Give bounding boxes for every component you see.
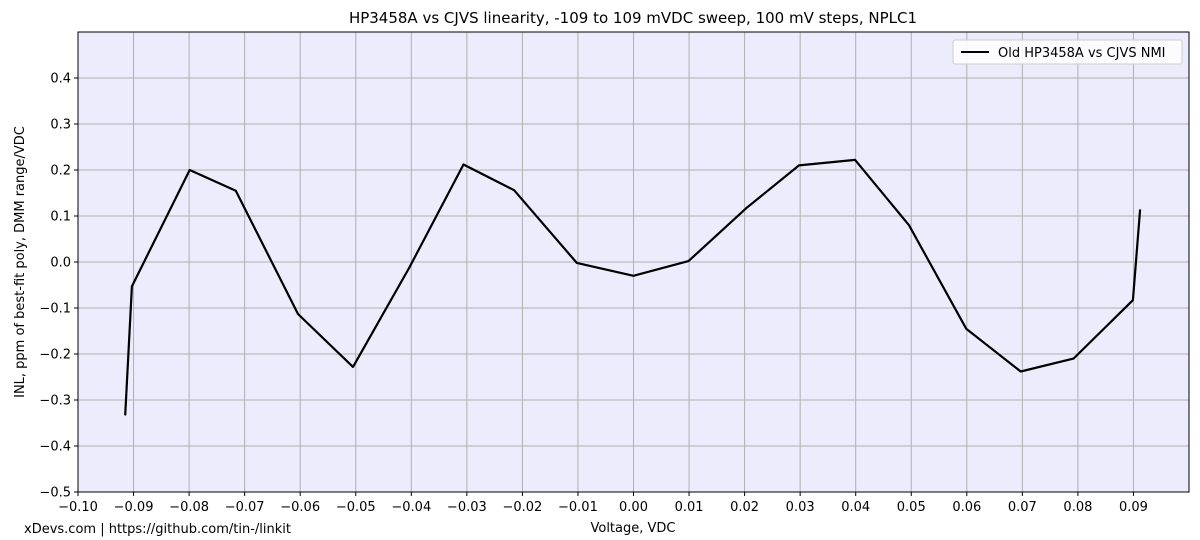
x-axis-label: Voltage, VDC [590, 521, 675, 536]
series-group [124, 158, 1142, 416]
data-point [854, 159, 856, 161]
data-point [576, 262, 578, 264]
x-tick-label: 0.03 [786, 500, 815, 515]
x-tick-label: −0.01 [558, 500, 598, 515]
x-tick-label: −0.05 [336, 500, 376, 515]
data-point [408, 267, 410, 269]
x-tick-label: −0.09 [114, 500, 154, 515]
x-axis-ticks: −0.10 −0.09 −0.08 −0.07 −0.06 −0.05 −0.04 −0.03… [58, 492, 1148, 515]
data-point [1073, 358, 1074, 360]
x-tick-label: 0.01 [675, 500, 704, 515]
x-tick-label: 0.04 [841, 500, 870, 515]
x-tick-label: −0.02 [502, 500, 542, 515]
data-point [746, 207, 748, 209]
y-axis-ticks: −0.5 −0.4 −0.3 −0.2 −0.1 0.0 0.1 0.2 0.3 0.4 [39, 72, 78, 501]
y-tick-label: −0.4 [39, 440, 71, 455]
data-point [352, 366, 354, 368]
x-tick-label: 0.06 [952, 500, 981, 515]
data-point [235, 190, 237, 192]
data-point [908, 224, 910, 226]
legend: Old HP3458A vs CJVS NMI [952, 39, 1183, 65]
data-point [189, 169, 191, 171]
x-tick-label: 0.08 [1063, 500, 1092, 515]
x-tick-label: −0.08 [169, 500, 209, 515]
y-tick-label: −0.5 [39, 486, 71, 501]
data-point [688, 260, 689, 262]
x-tick-label: 0.00 [619, 500, 648, 515]
y-tick-label: 0.2 [50, 164, 71, 179]
data-point [633, 275, 634, 277]
data-point [1020, 371, 1022, 372]
x-tick-label: −0.03 [447, 500, 487, 515]
legend-entry-label: Old HP3458A vs CJVS NMI [998, 46, 1166, 61]
y-tick-label: 0.1 [50, 210, 71, 225]
x-tick-label: 0.09 [1119, 500, 1148, 515]
data-point [1132, 299, 1134, 301]
y-tick-label: 0.3 [50, 118, 71, 133]
y-axis-label: INL, ppm of best-fit poly, DMM range/VDC [13, 126, 28, 398]
y-tick-label: 0.4 [50, 72, 71, 87]
data-point [965, 328, 967, 330]
x-tick-label: 0.05 [897, 500, 926, 515]
data-point [1139, 209, 1141, 211]
x-tick-label: −0.06 [280, 500, 320, 515]
grid-lines [77, 32, 1189, 493]
x-tick-label: −0.10 [58, 500, 98, 515]
x-tick-label: 0.02 [730, 500, 759, 515]
data-point [131, 285, 133, 287]
legend-box [952, 39, 1183, 65]
footer-credit: xDevs.com | https://github.com/tin-/link… [24, 522, 291, 537]
y-tick-label: −0.1 [39, 302, 71, 317]
x-tick-label: −0.07 [225, 500, 265, 515]
data-point [124, 414, 126, 416]
data-point [297, 313, 299, 315]
y-tick-label: −0.3 [39, 394, 71, 409]
data-point [798, 164, 800, 166]
x-tick-label: 0.07 [1008, 500, 1037, 515]
y-tick-label: 0.0 [50, 256, 71, 271]
y-tick-label: −0.2 [39, 348, 71, 363]
x-tick-label: −0.04 [391, 500, 431, 515]
data-point [463, 164, 464, 165]
data-point [513, 189, 515, 191]
chart-title: HP3458A vs CJVS linearity, -109 to 109 m… [349, 9, 917, 27]
